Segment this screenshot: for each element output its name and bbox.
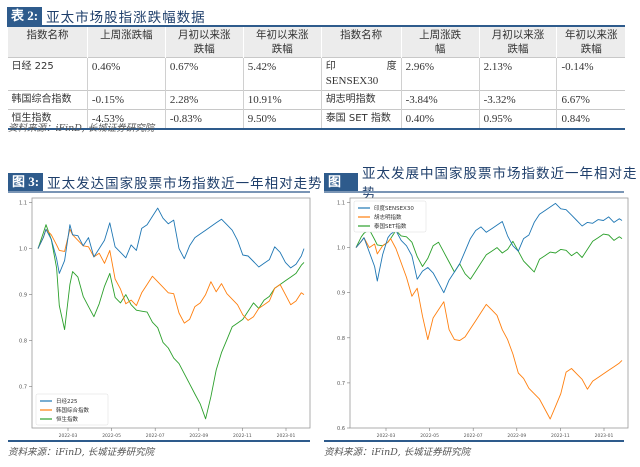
figure4-caption: 图 4: 亚太发展中国家股票市场指数近一年相对走势 [324,166,640,207]
cell-month: 2.28% [164,90,244,110]
table-row: 日经 225 0.46% 0.67% 5.42% 印度 SENSEX30 2.9… [7,57,625,91]
legend-label: 恒生指数 [56,415,79,423]
figure3-tag: 图 3: [8,173,44,191]
figure4-source: 资料来源：iFinD, 长城证券研究院 [324,447,471,458]
chart-legend [35,393,109,426]
header-week-change: 上周涨跌幅 [86,26,166,58]
cell-week: 0.46% [86,57,166,91]
x-tick-label: 2022-09 [189,433,208,439]
cell-ytd: -0.14% [556,57,625,91]
table-title: 亚太市场股指涨跌幅数据 [46,10,206,26]
x-tick-label: 2022-07 [464,433,483,439]
cell-week: -4.53% [86,109,166,129]
y-tick-label: 0.6 [337,426,345,432]
legend-label: 胡志明指数 [374,213,402,221]
cell-index-name: 泰国 SET 指数 [320,109,402,129]
cell-week: -0.15% [86,90,166,110]
x-tick-label: 2022-09 [507,433,526,439]
cell-ytd: 5.42% [242,57,322,91]
cell-month: 0.67% [164,57,244,91]
header-ytd-change: 年初以来涨 跌幅 [242,26,322,58]
cell-month: -0.83% [164,109,244,129]
cell-index-name: 日经 225 [7,57,88,91]
series-line [355,237,623,420]
x-tick-label: 2022-11 [551,433,570,439]
cell-index-name: 胡志明指数 [320,90,402,110]
table-source: 资料来源：iFinD, 长城证券研究院 [8,123,155,134]
cell-index-name: 印度 SENSEX30 [320,57,402,91]
header-month-change: 月初以来涨 跌幅 [164,26,244,58]
figure3-source: 资料来源：iFinD, 长城证券研究院 [8,447,155,458]
y-tick-label: 0.9 [19,293,27,299]
figure3-caption: 图 3: 亚太发达国家股票市场指数近一年相对走势 [8,173,323,192]
figure3-line-chart: 0.7 0.8 0.9 1.0 1.1 2022-03 2022-05 2022-07 2022… [19,197,311,439]
cell-index-name: 韩国综合指数 [7,90,88,110]
header-index-name: 指数名称 [7,26,88,58]
x-tick-label: 2022-07 [146,433,165,439]
cell-week: -3.84% [400,90,480,110]
x-tick-label: 2022-05 [420,433,439,439]
legend-label: 韩国综合指数 [56,406,90,414]
y-tick-label: 1.1 [19,201,27,207]
cell-ytd: 0.84% [556,109,625,129]
header-index-name-2: 指数名称 [320,26,402,58]
series-line [37,224,305,420]
plot-area [31,197,311,429]
figure3-bottom-rule [8,440,310,442]
table-row: 韩国综合指数 -0.15% 2.28% 10.91% 胡志明指数 -3.84% … [7,90,625,110]
x-tick-label: 2023-01 [277,433,296,439]
figure4-line-chart: 0.6 0.7 0.8 0.9 1.0 1.1 2022-03 2022-05 2022-07 2… [337,197,629,439]
y-tick-label: 1.0 [19,247,27,253]
y-tick-label: 1.0 [337,246,345,252]
cell-ytd: 10.91% [242,90,322,110]
figure4-tag: 图 4: [324,173,358,207]
series-line [37,228,305,324]
index-change-table: 指数名称 上周涨跌幅 月初以来涨 跌幅 年初以来涨 跌幅 指数名称 上周涨跌幅 月初… [7,25,625,130]
cell-ytd: 6.67% [556,90,625,110]
legend-label: 日经225 [56,397,78,405]
header-week-change-2: 上周涨跌幅 [400,26,480,58]
series-line [355,229,623,280]
header-ytd-change-2: 年初以来涨 跌幅 [556,26,625,58]
y-tick-label: 0.9 [337,291,345,297]
cell-week: 0.40% [400,109,480,129]
figure4-caption-rule [324,191,624,193]
x-tick-label: 2022-03 [377,433,396,439]
plot-area [349,197,629,429]
table-row: 恒生指数 -4.53% -0.83% 9.50% 泰国 SET 指数 0.40%… [7,109,625,129]
x-tick-label: 2022-11 [233,433,252,439]
cell-month: 2.13% [478,57,557,91]
y-tick-label: 0.7 [337,381,345,387]
cell-ytd: 9.50% [242,109,322,129]
y-tick-label: 0.8 [19,339,27,345]
figure3-title: 亚太发达国家股票市场指数近一年相对走势 [47,176,323,192]
table-header-row: 指数名称 上周涨跌幅 月初以来涨 跌幅 年初以来涨 跌幅 指数名称 上周涨跌幅 月初… [7,26,625,58]
y-tick-label: 0.8 [337,336,345,342]
cell-week: 2.96% [400,57,480,91]
y-tick-label: 1.1 [337,201,345,207]
table-tag: 表 2: [7,7,43,25]
x-tick-label: 2023-01 [595,433,614,439]
legend-label: 印度SENSEX30 [374,204,414,212]
cell-month: -3.32% [478,90,557,110]
cell-month: 0.95% [478,109,557,129]
figure3-caption-rule [8,191,310,193]
cell-index-name: 恒生指数 [7,109,88,129]
y-tick-label: 0.7 [19,385,27,391]
x-tick-label: 2022-05 [102,433,121,439]
header-month-change-2: 月初以来涨 跌幅 [478,26,557,58]
legend-label: 泰国SET指数 [374,222,407,230]
figure4-bottom-rule [324,440,624,442]
series-line [37,207,305,274]
chart-legend [353,200,427,233]
x-tick-label: 2022-03 [59,433,78,439]
table-caption: 表 2: 亚太市场股指涨跌幅数据 [7,7,206,26]
